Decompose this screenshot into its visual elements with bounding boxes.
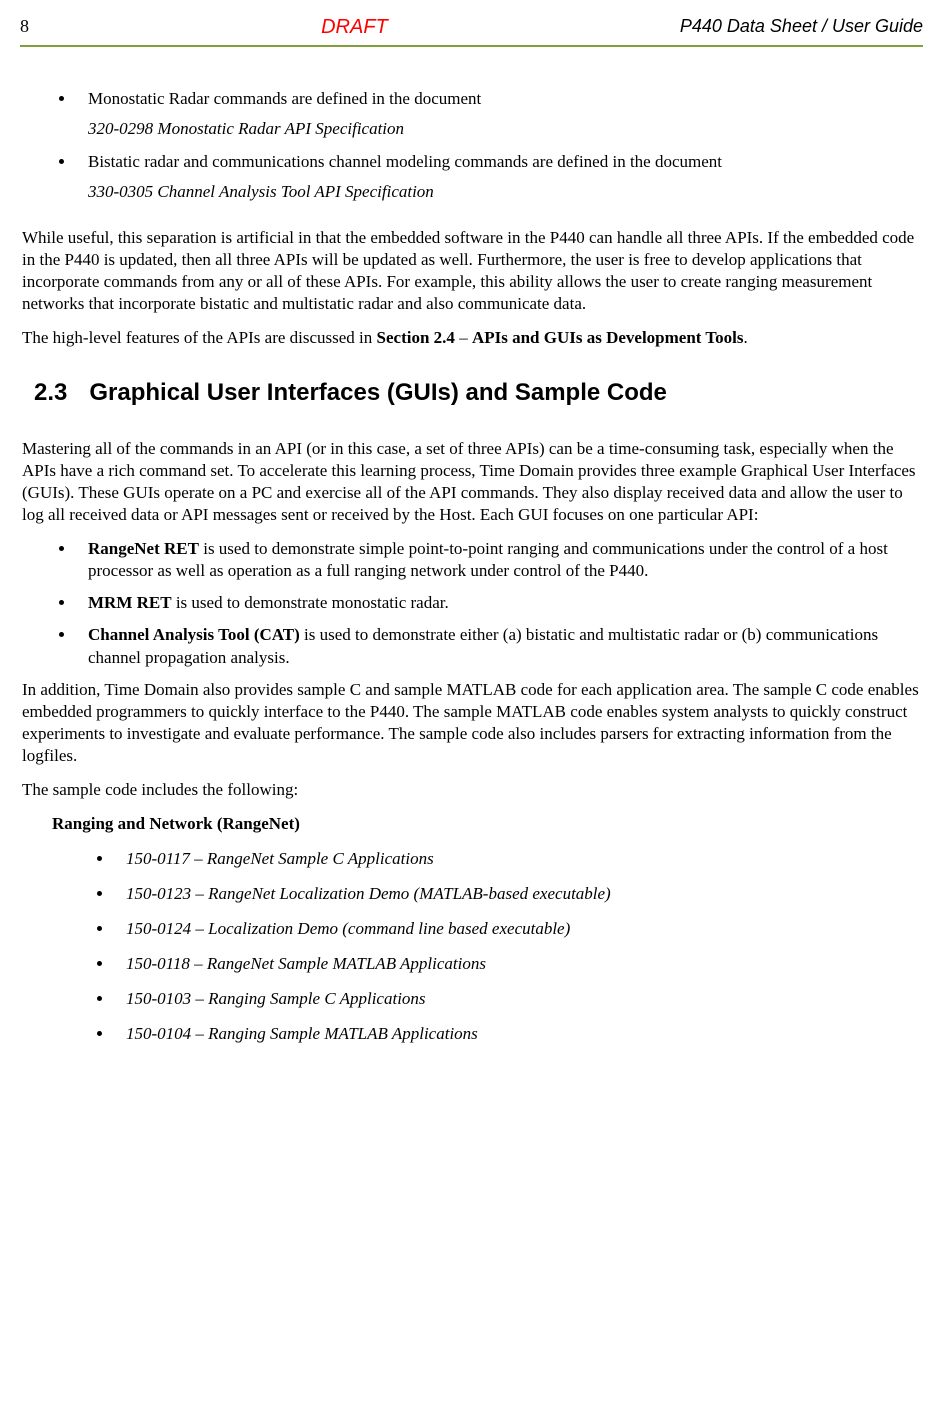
paragraph: The sample code includes the following:: [22, 779, 921, 801]
page-number: 8: [20, 14, 29, 38]
gui-list: RangeNet RET is used to demonstrate simp…: [76, 538, 921, 668]
list-item: MRM RET is used to demonstrate monostati…: [76, 592, 921, 614]
list-item: Channel Analysis Tool (CAT) is used to d…: [76, 624, 921, 668]
list-item: 150-0104 – Ranging Sample MATLAB Applica…: [114, 1023, 921, 1046]
list-item: Bistatic radar and communications channe…: [76, 148, 921, 203]
gui-name: MRM RET: [88, 593, 172, 612]
page-body: Monostatic Radar commands are defined in…: [20, 85, 923, 1046]
list-item: 150-0117 – RangeNet Sample C Application…: [114, 848, 921, 871]
section-title: Graphical User Interfaces (GUIs) and Sam…: [89, 379, 667, 406]
doc-reference: 320-0298 Monostatic Radar API Specificat…: [88, 118, 921, 140]
list-item: RangeNet RET is used to demonstrate simp…: [76, 538, 921, 582]
page-header: 8 DRAFT P440 Data Sheet / User Guide: [20, 14, 923, 41]
gui-desc: is used to demonstrate simple point-to-p…: [88, 539, 888, 580]
text-span: –: [455, 328, 472, 347]
sample-code-list: 150-0117 – RangeNet Sample C Application…: [114, 848, 921, 1046]
section-ref-title: APIs and GUIs as Development Tools: [472, 328, 744, 347]
paragraph: In addition, Time Domain also provides s…: [22, 679, 921, 767]
gui-desc: is used to demonstrate monostatic radar.: [172, 593, 449, 612]
list-item-text: Bistatic radar and communications channe…: [88, 152, 722, 171]
paragraph: While useful, this separation is artific…: [22, 227, 921, 315]
list-item: 150-0123 – RangeNet Localization Demo (M…: [114, 883, 921, 906]
header-rule: [20, 45, 923, 47]
section-ref: Section 2.4: [377, 328, 455, 347]
doc-title: P440 Data Sheet / User Guide: [680, 14, 923, 38]
api-doc-list: Monostatic Radar commands are defined in…: [76, 85, 921, 203]
list-item: Monostatic Radar commands are defined in…: [76, 85, 921, 140]
gui-name: Channel Analysis Tool (CAT): [88, 625, 300, 644]
text-span: .: [744, 328, 748, 347]
gui-name: RangeNet RET: [88, 539, 199, 558]
list-item: 150-0103 – Ranging Sample C Applications: [114, 988, 921, 1011]
text-span: The high-level features of the APIs are …: [22, 328, 377, 347]
list-item: 150-0118 – RangeNet Sample MATLAB Applic…: [114, 953, 921, 976]
draft-watermark: DRAFT: [29, 14, 680, 41]
paragraph: The high-level features of the APIs are …: [22, 327, 921, 349]
section-heading: 2.3 Graphical User Interfaces (GUIs) and …: [22, 377, 921, 409]
list-item: 150-0124 – Localization Demo (command li…: [114, 918, 921, 941]
paragraph: Mastering all of the commands in an API …: [22, 438, 921, 526]
section-number: 2.3: [34, 377, 67, 409]
sample-category-heading: Ranging and Network (RangeNet): [52, 813, 921, 836]
list-item-text: Monostatic Radar commands are defined in…: [88, 89, 481, 108]
doc-reference: 330-0305 Channel Analysis Tool API Speci…: [88, 181, 921, 203]
